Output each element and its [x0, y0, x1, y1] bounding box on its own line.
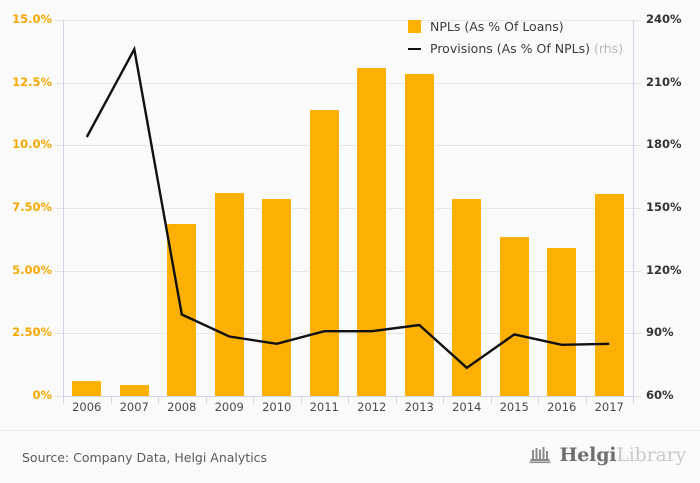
bar-2010[interactable] — [262, 199, 292, 396]
y-axis-right-tick — [633, 20, 641, 21]
x-axis-label-2016: 2016 — [547, 400, 577, 414]
y-axis-right-label: 120% — [646, 262, 682, 277]
y-axis-right-label: 60% — [646, 388, 674, 402]
x-axis-tick — [110, 396, 112, 404]
library-building-icon — [529, 447, 551, 464]
legend-label-provisions-rhs: (rhs) — [593, 41, 624, 56]
y-axis-left-line — [63, 20, 64, 397]
y-axis-left-label: 10.0% — [12, 137, 52, 152]
y-axis-right-tick — [633, 396, 641, 397]
legend-label-provisions: Provisions (As % Of NPLs) — [430, 41, 590, 56]
y-axis-left-label: 2.50% — [12, 325, 52, 340]
x-axis-tick — [538, 396, 539, 404]
x-axis-label-2013: 2013 — [404, 400, 434, 414]
y-axis-left-label: 15.0% — [12, 12, 52, 26]
x-axis-tick — [205, 396, 207, 404]
y-axis-right-tick — [633, 82, 641, 84]
x-axis-tick — [158, 396, 159, 404]
x-axis-tick — [300, 396, 302, 404]
x-axis-tick — [490, 396, 492, 404]
y-axis-right-label: 210% — [646, 74, 682, 89]
x-axis-label-2007: 2007 — [119, 400, 149, 414]
y-axis-right-label: 150% — [646, 200, 682, 214]
x-axis-label-2015: 2015 — [499, 400, 529, 414]
y-axis-right-tick — [633, 208, 641, 209]
y-axis-left-tick — [55, 208, 63, 209]
y-axis-right-line — [633, 20, 634, 397]
y-axis-left-label: 0% — [32, 388, 52, 402]
y-axis-right-label: 180% — [646, 137, 682, 152]
y-axis-left-tick — [55, 145, 63, 147]
y-axis-right-tick — [633, 333, 641, 335]
brand-logo[interactable]: Helgi Library — [529, 443, 686, 467]
legend-swatch-icon — [408, 20, 421, 33]
y-axis-left-label: 12.5% — [12, 74, 52, 89]
gridline — [63, 20, 633, 21]
y-axis-left-tick — [55, 396, 63, 397]
y-axis-left-tick — [55, 333, 63, 335]
bar-2011[interactable] — [309, 110, 339, 396]
x-axis-tick — [443, 396, 444, 404]
y-axis-right-label: 240% — [646, 12, 682, 26]
bar-2014[interactable] — [452, 199, 482, 396]
gridline — [63, 145, 633, 147]
brand-name-secondary: Library — [616, 444, 686, 466]
bar-2015[interactable] — [499, 236, 529, 396]
source-note: Source: Company Data, Helgi Analytics — [22, 450, 268, 465]
bar-2008[interactable] — [167, 224, 197, 396]
x-axis-tick — [253, 396, 254, 404]
x-axis-tick — [63, 396, 64, 404]
y-axis-right-tick — [633, 270, 641, 272]
bar-2012[interactable] — [357, 67, 387, 396]
bar-2006[interactable] — [72, 380, 102, 396]
bar-2017[interactable] — [594, 194, 624, 396]
bar-2009[interactable] — [214, 192, 244, 396]
y-axis-left-label: 7.50% — [12, 200, 52, 214]
x-axis-label-2011: 2011 — [309, 400, 339, 414]
gridline — [63, 82, 633, 84]
x-axis-label-2006: 2006 — [72, 400, 102, 414]
y-axis-left-label: 5.00% — [12, 262, 52, 277]
x-axis-label-2014: 2014 — [452, 400, 482, 414]
x-axis-label-2010: 2010 — [262, 400, 292, 414]
x-axis-tick — [395, 396, 397, 404]
legend-line-icon — [408, 47, 421, 50]
footer-divider — [0, 430, 700, 431]
y-axis-left-tick — [55, 20, 63, 21]
x-axis-label-2012: 2012 — [357, 400, 387, 414]
gridline — [63, 208, 633, 209]
bar-2007[interactable] — [119, 384, 149, 396]
chart-legend: NPLs (As % Of Loans) Provisions (As % Of… — [408, 18, 638, 62]
brand-name-primary: Helgi — [559, 444, 617, 466]
bar-2016[interactable] — [547, 248, 577, 396]
x-axis-label-2009: 2009 — [214, 400, 244, 414]
y-axis-right-label: 90% — [646, 325, 674, 340]
legend-label-npls: NPLs (As % Of Loans) — [430, 19, 564, 34]
x-axis-label-2008: 2008 — [167, 400, 197, 414]
legend-item-provisions[interactable]: Provisions (As % Of NPLs) (rhs) — [408, 40, 638, 57]
y-axis-left-tick — [55, 270, 63, 272]
legend-item-npls[interactable]: NPLs (As % Of Loans) — [408, 18, 638, 35]
y-axis-right-tick — [633, 145, 641, 147]
x-axis-tick — [633, 396, 634, 404]
x-axis-label-2017: 2017 — [594, 400, 624, 414]
x-axis-tick — [348, 396, 349, 404]
x-axis-tick — [585, 396, 587, 404]
y-axis-left-tick — [55, 82, 63, 84]
bar-2013[interactable] — [404, 73, 434, 396]
